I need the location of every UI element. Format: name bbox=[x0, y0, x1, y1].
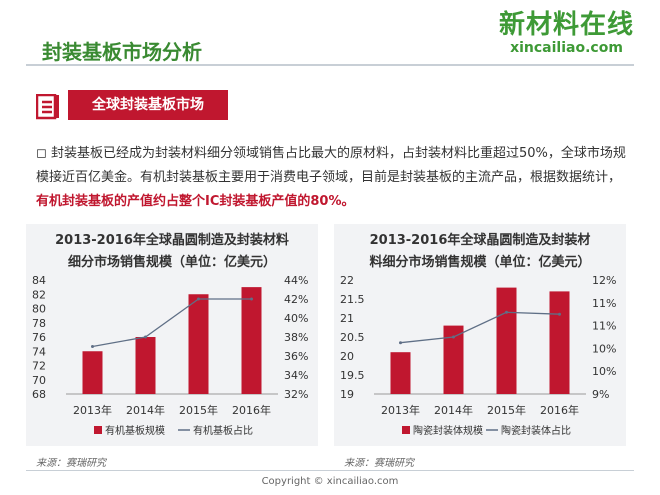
y-right-tick-label: 11% bbox=[592, 320, 616, 333]
y-left-tick-label: 19.5 bbox=[340, 369, 365, 382]
x-tick-label: 2014年 bbox=[126, 403, 165, 417]
bar bbox=[549, 291, 570, 394]
x-tick-label: 2016年 bbox=[232, 403, 271, 417]
y-left-tick-label: 19 bbox=[340, 388, 354, 401]
legend-line-label: 有机基板占比 bbox=[193, 424, 253, 437]
bar bbox=[390, 352, 411, 394]
y-right-tick-label: 34% bbox=[284, 369, 308, 382]
chart-title-line2: 细分市场销售规模（单位：亿美元） bbox=[67, 255, 276, 270]
y-left-tick-label: 68 bbox=[32, 388, 46, 401]
chart-panel-organic-substrate: 2013-2016年全球晶圆制造及封装材料 细分市场销售规模（单位：亿美元） 8… bbox=[26, 224, 318, 446]
bar bbox=[82, 351, 103, 394]
legend-bar-swatch bbox=[402, 426, 410, 434]
y-left-tick-label: 21 bbox=[340, 312, 354, 325]
chart-title-line1: 2013-2016年全球晶圆制造及封装材 bbox=[369, 233, 591, 248]
bar bbox=[188, 294, 209, 394]
x-tick-label: 2014年 bbox=[434, 403, 473, 417]
y-left-tick-label: 70 bbox=[32, 374, 46, 387]
y-right-tick-label: 11% bbox=[592, 297, 616, 310]
bar bbox=[135, 337, 156, 394]
bar bbox=[496, 287, 517, 394]
line-point bbox=[197, 297, 200, 301]
x-tick-label: 2013年 bbox=[381, 403, 420, 417]
y-right-tick-label: 42% bbox=[284, 293, 308, 306]
series-line bbox=[400, 311, 560, 344]
y-right-tick-label: 40% bbox=[284, 312, 308, 325]
y-left-tick-label: 22 bbox=[340, 274, 354, 287]
line-point bbox=[452, 335, 455, 339]
y-left-tick-label: 80 bbox=[32, 303, 46, 316]
chart-source: 来源：赛瑞研究 bbox=[344, 458, 414, 469]
line-point bbox=[505, 310, 508, 314]
y-right-tick-label: 44% bbox=[284, 274, 308, 287]
header-divider bbox=[26, 64, 634, 66]
bar bbox=[241, 287, 262, 394]
y-right-tick-label: 32% bbox=[284, 388, 308, 401]
y-left-tick-label: 20 bbox=[340, 350, 354, 363]
copyright-text: Copyright © xincailiao.com bbox=[261, 476, 399, 487]
legend-line-label: 陶瓷封装体占比 bbox=[501, 424, 571, 437]
line-point bbox=[399, 341, 402, 345]
legend-bar-label: 有机基板规模 bbox=[105, 424, 165, 437]
y-right-tick-label: 9% bbox=[592, 388, 609, 401]
x-tick-label: 2015年 bbox=[487, 403, 526, 417]
page-title: 封装基板市场分析 bbox=[42, 40, 202, 64]
bar bbox=[443, 325, 464, 394]
y-right-tick-label: 10% bbox=[592, 342, 616, 355]
logo-chinese: 新材料在线 bbox=[498, 10, 634, 40]
chart-panel-ceramic-package: 2013-2016年全球晶圆制造及封装材 料细分市场销售规模（单位：亿美元） 2… bbox=[334, 224, 626, 446]
y-left-tick-label: 74 bbox=[32, 345, 46, 358]
legend-bar-swatch bbox=[94, 426, 102, 434]
y-left-tick-label: 84 bbox=[32, 274, 46, 287]
document-icon bbox=[36, 94, 59, 120]
footer-divider bbox=[26, 470, 634, 471]
line-point bbox=[558, 312, 561, 316]
chart-title-line2: 料细分市场销售规模（单位：亿美元） bbox=[369, 255, 591, 270]
y-left-tick-label: 72 bbox=[32, 360, 46, 373]
logo-english: xincailiao.com bbox=[510, 40, 623, 56]
chart-title: 2013-2016年全球晶圆制造及封装材料 细分市场销售规模（单位：亿美元） bbox=[26, 230, 318, 274]
y-left-tick-label: 78 bbox=[32, 317, 46, 330]
y-left-tick-label: 82 bbox=[32, 288, 46, 301]
bullet-square-icon: ◻ bbox=[36, 146, 51, 161]
y-right-tick-label: 36% bbox=[284, 350, 308, 363]
series-line bbox=[92, 298, 252, 348]
line-point bbox=[91, 345, 94, 348]
x-tick-label: 2016年 bbox=[540, 403, 579, 417]
y-left-tick-label: 20.5 bbox=[340, 331, 365, 344]
chart-source: 来源：赛瑞研究 bbox=[36, 458, 106, 469]
x-tick-label: 2013年 bbox=[73, 403, 112, 417]
intro-paragraph: ◻ 封装基板已经成为封装材料细分领域销售占比最大的原材料，占封装材料比重超过50… bbox=[36, 142, 626, 214]
y-right-tick-label: 38% bbox=[284, 331, 308, 344]
y-left-tick-label: 21.5 bbox=[340, 293, 365, 306]
brand-logo: 新材料在线 xincailiao.com bbox=[499, 10, 634, 56]
y-right-tick-label: 10% bbox=[592, 365, 616, 378]
paragraph-text: 封装基板已经成为封装材料细分领域销售占比最大的原材料，占封装材料比重超过50%，… bbox=[36, 146, 626, 185]
x-tick-label: 2015年 bbox=[179, 403, 218, 417]
line-point bbox=[144, 335, 147, 339]
chart-title: 2013-2016年全球晶圆制造及封装材 料细分市场销售规模（单位：亿美元） bbox=[334, 230, 626, 274]
line-point bbox=[250, 297, 253, 301]
section-banner: 全球封装基板市场 bbox=[68, 90, 228, 120]
y-left-tick-label: 76 bbox=[32, 331, 46, 344]
y-right-tick-label: 12% bbox=[592, 274, 616, 287]
legend-bar-label: 陶瓷封装体规模 bbox=[413, 424, 483, 437]
chart-ceramic-package: 22 21.5 21 20.5 20 19.5 19 12% 11% 11% 10% 10% 9% 201… bbox=[340, 274, 616, 437]
chart-title-line1: 2013-2016年全球晶圆制造及封装材料 bbox=[55, 233, 289, 248]
paragraph-highlight: 有机封装基板的产值约占整个IC封装基板产值的80%。 bbox=[36, 194, 355, 209]
